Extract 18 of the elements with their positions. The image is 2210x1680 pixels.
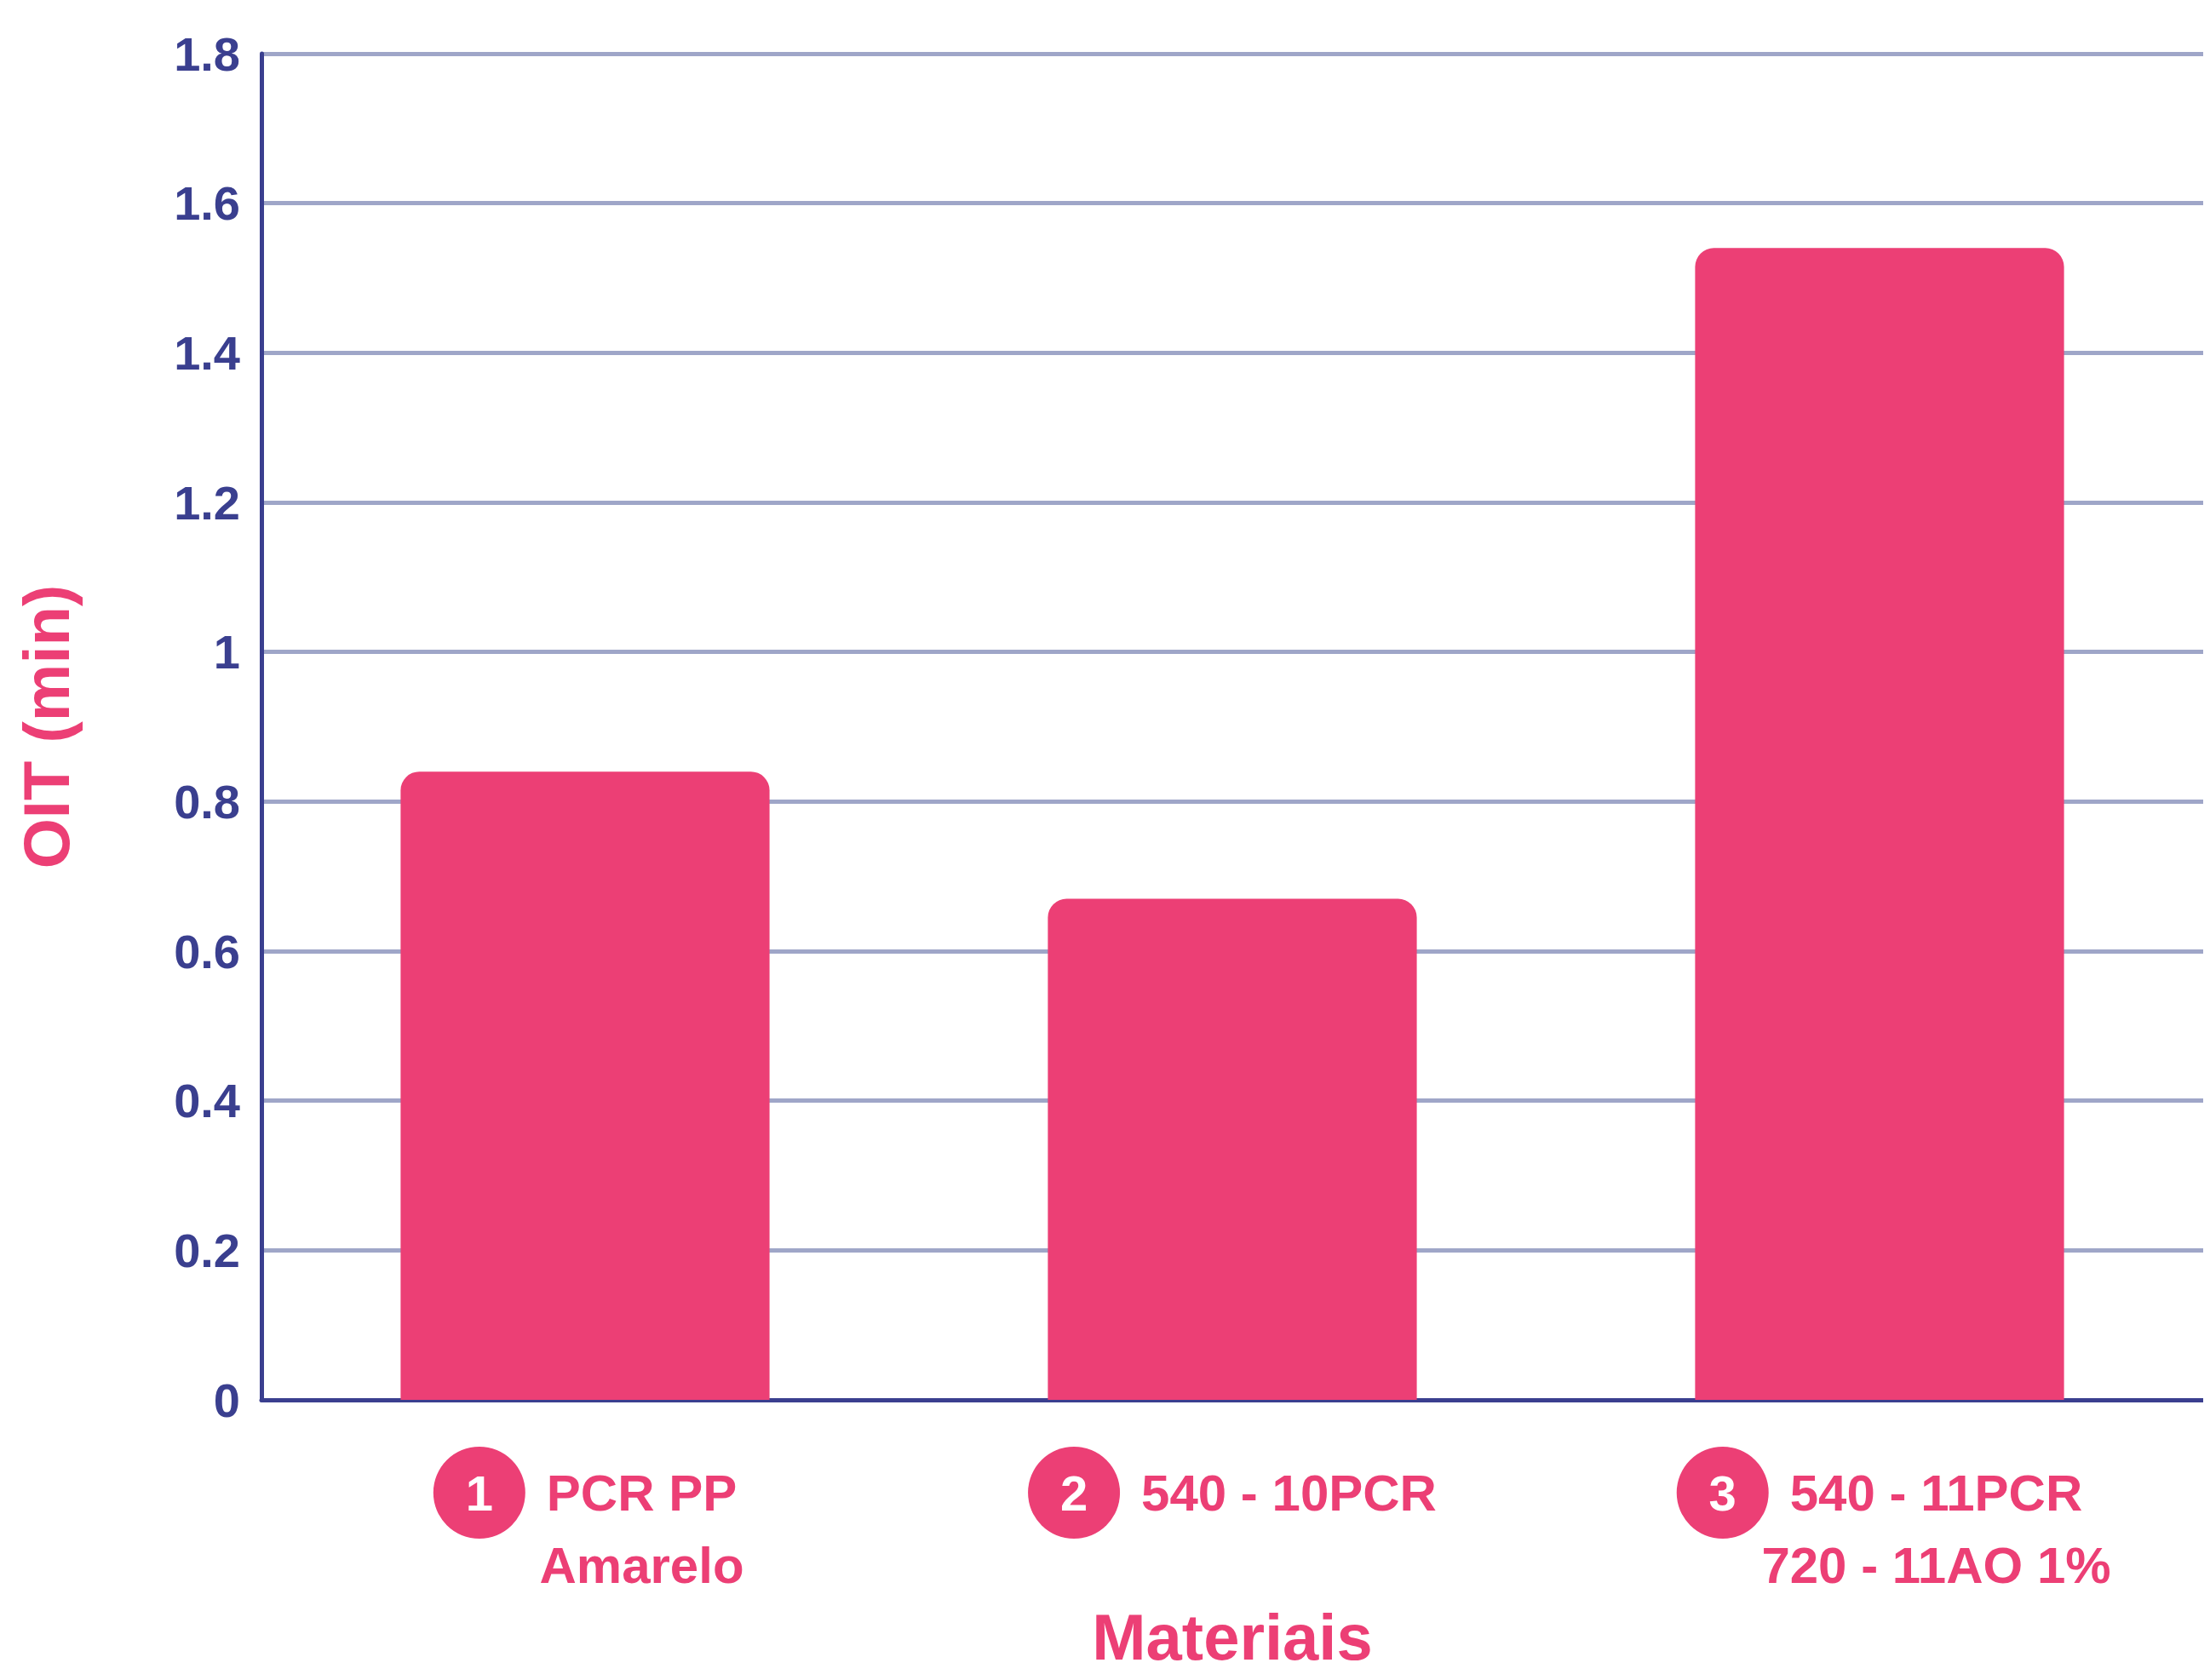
x-tick-label: 1 PCR PP Amarelo xyxy=(465,1464,744,1594)
y-tick-label: 1.8 xyxy=(174,26,240,81)
x-axis-title: Materiais xyxy=(1092,1600,1373,1673)
y-tick-label: 1.4 xyxy=(174,325,240,380)
bar xyxy=(1048,898,1417,1400)
bar xyxy=(400,771,770,1400)
y-tick-label: 0.2 xyxy=(174,1223,240,1277)
y-tick-label: 0.8 xyxy=(174,774,240,829)
y-tick-label: 0.4 xyxy=(174,1074,240,1128)
y-tick-label: 1 xyxy=(213,625,240,679)
x-tick-label: 2 540 - 10PCR xyxy=(1059,1464,1437,1522)
y-tick-label: 0.6 xyxy=(174,924,240,978)
bar xyxy=(1695,248,2064,1400)
y-tick-label: 1.2 xyxy=(174,475,240,530)
y-tick-label: 1.6 xyxy=(174,176,240,231)
x-tick-label: 3 540 - 11PCR 720 - 11AO 1% xyxy=(1708,1464,2111,1594)
y-axis-title: OIT (min) xyxy=(9,584,83,869)
y-tick-label: 0 xyxy=(213,1373,240,1427)
